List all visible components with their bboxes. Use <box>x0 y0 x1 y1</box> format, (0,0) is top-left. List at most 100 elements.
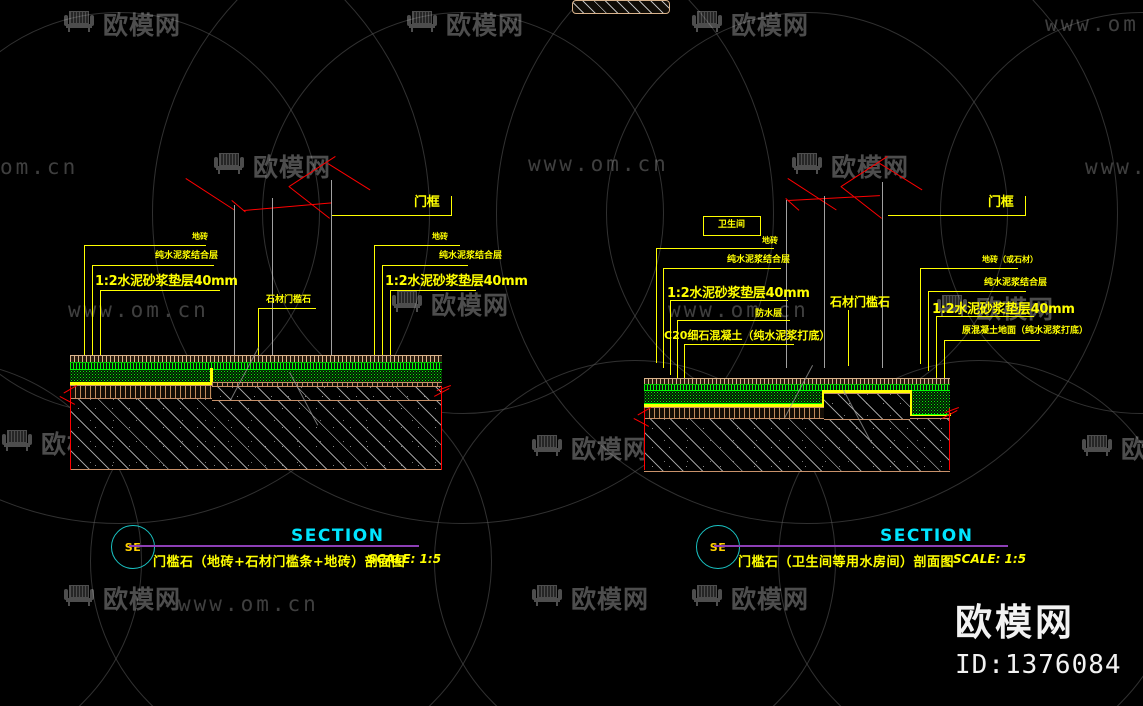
label-rl-c20: C20细石混凝土（纯水泥浆打底） <box>664 329 831 342</box>
leader-l1v <box>84 245 85 357</box>
leader-door-frame-rv <box>1025 196 1026 216</box>
leader-stone-v <box>258 308 259 366</box>
section-badge: SE <box>111 525 155 569</box>
section-title-en: SECTION <box>291 526 385 546</box>
leader-r2v <box>382 265 383 360</box>
brand-name: 欧模网 <box>955 601 1075 644</box>
leader-r1 <box>374 245 460 246</box>
extension-line-3 <box>331 180 332 366</box>
label-door-frame-r: 门框 <box>988 195 1014 210</box>
layer-mortar-right-r <box>912 390 950 415</box>
leader-rl4 <box>677 320 790 321</box>
stone-threshold-block <box>572 0 670 14</box>
leader-rr2v <box>928 291 929 371</box>
layer-subgrade <box>70 385 212 400</box>
leader-stone-h <box>258 308 316 309</box>
waterproof-membrane-riser2 <box>909 390 912 416</box>
extension-line-r2 <box>824 196 825 368</box>
title-rule-r <box>714 545 1008 547</box>
label-rl-tile: 地砖 <box>762 236 778 245</box>
section-scale: SCALE: 1:5 <box>368 552 442 566</box>
leader-red-r4 <box>840 186 882 220</box>
model-id: ID:1376084 <box>955 650 1122 680</box>
title-rule <box>129 545 419 547</box>
label-left-tile: 地砖 <box>192 232 208 241</box>
label-right-tile: 地砖 <box>432 232 448 241</box>
extension-line-r3 <box>882 182 883 368</box>
label-rr-mortar: 1:2水泥砂浆垫层40mm <box>932 302 1075 317</box>
leader-l1 <box>84 245 206 246</box>
waterproof-membrane-top <box>822 390 912 393</box>
title-block-right: SE SECTION 门槛石（卫生间等用水房间）剖面图 SCALE: 1:5 <box>690 518 1026 574</box>
section-drawing-left: 门框 地砖 纯水泥浆结合层 1:2水泥砂浆垫层40mm 石材门槛石 地砖 纯水泥… <box>59 156 528 574</box>
label-left-cement: 纯水泥浆结合层 <box>155 251 219 261</box>
section-title-cn: 门槛石（地砖+石材门槛条+地砖）剖面图 <box>153 555 406 570</box>
label-rl-cement: 纯水泥浆结合层 <box>727 255 791 265</box>
label-stone-threshold-r: 石材门槛石 <box>830 295 891 309</box>
extension-line-1 <box>234 205 235 365</box>
leader-r3 <box>390 290 476 291</box>
label-right-cement: 纯水泥浆结合层 <box>439 251 503 261</box>
leader-l2 <box>92 265 214 266</box>
leader-door-frame-v <box>451 196 452 216</box>
leader-rl5 <box>684 344 794 345</box>
leader-rl5v <box>684 344 685 392</box>
leader-l3 <box>100 290 220 291</box>
title-block-left: SE SECTION 门槛石（地砖+石材门槛条+地砖）剖面图 SCALE: 1:… <box>105 518 441 574</box>
leader-rr3 <box>936 316 1034 317</box>
leader-l2v <box>92 265 93 360</box>
label-rr-original: 原混凝土地面（纯水泥浆打底） <box>962 326 1089 336</box>
leader-red-r5 <box>841 156 888 188</box>
leader-rr4v <box>944 340 945 390</box>
leader-red-6 <box>327 163 371 191</box>
label-stone-threshold: 石材门槛石 <box>266 295 312 305</box>
leader-door-frame-h <box>332 215 452 216</box>
label-right-mortar: 1:2水泥砂浆垫层40mm <box>385 274 528 289</box>
layer-concrete-upper-right <box>212 386 442 401</box>
section-badge-label: SE <box>124 540 142 554</box>
leader-rl3 <box>670 300 788 301</box>
leader-rr3v <box>936 316 937 384</box>
leader-stone-rv <box>848 310 849 366</box>
leader-rl4v <box>677 320 678 380</box>
leader-r2 <box>382 265 468 266</box>
break-line-left <box>70 386 72 470</box>
extension-line-2 <box>272 198 273 366</box>
leader-r3v <box>390 290 391 368</box>
leader-r1v <box>374 245 375 357</box>
waterproof-membrane-left <box>644 404 824 407</box>
section-badge-label-r: SE <box>709 540 727 554</box>
waterproof-membrane-riser <box>822 390 825 407</box>
section-title-cn-r: 门槛石（卫生间等用水房间）剖面图 <box>738 555 955 570</box>
label-room-tag: 卫生间 <box>718 220 746 230</box>
leader-red-1 <box>185 178 235 211</box>
leader-rr2 <box>928 291 1026 292</box>
leader-rl2v <box>663 268 664 368</box>
layer-structural-concrete-r <box>644 418 950 472</box>
leader-rr1v <box>920 268 921 364</box>
label-rl-mortar: 1:2水泥砂浆垫层40mm <box>667 286 810 301</box>
leader-l3v <box>100 290 101 368</box>
leader-red-r6 <box>879 163 923 191</box>
leader-rr1 <box>920 268 1018 269</box>
section-badge-r: SE <box>696 525 740 569</box>
layer-yellow-step <box>210 368 213 385</box>
break-line-left-r <box>644 408 646 470</box>
layer-yellow-line <box>70 382 212 385</box>
leader-rl2 <box>663 268 781 269</box>
label-left-mortar: 1:2水泥砂浆垫层40mm <box>95 274 238 289</box>
label-rr-cement: 纯水泥浆结合层 <box>984 278 1048 288</box>
leader-door-frame-rh <box>888 215 1026 216</box>
break-line-right-r <box>949 408 951 470</box>
section-title-en-r: SECTION <box>880 526 974 546</box>
leader-rr4 <box>944 340 1040 341</box>
room-tag-box <box>703 216 761 236</box>
section-drawing-right: 卫生间 门框 地砖 纯水泥浆结合层 1:2水泥砂浆垫层40mm 防水层 C20细… <box>572 0 1143 706</box>
leader-rl1 <box>656 248 774 249</box>
layer-structural-concrete <box>70 398 442 470</box>
leader-rl1v <box>656 248 657 363</box>
extension-line-r1 <box>786 200 787 368</box>
break-line-right <box>441 386 443 470</box>
brand-watermark: 欧模网 ID:1376084 <box>955 592 1122 680</box>
